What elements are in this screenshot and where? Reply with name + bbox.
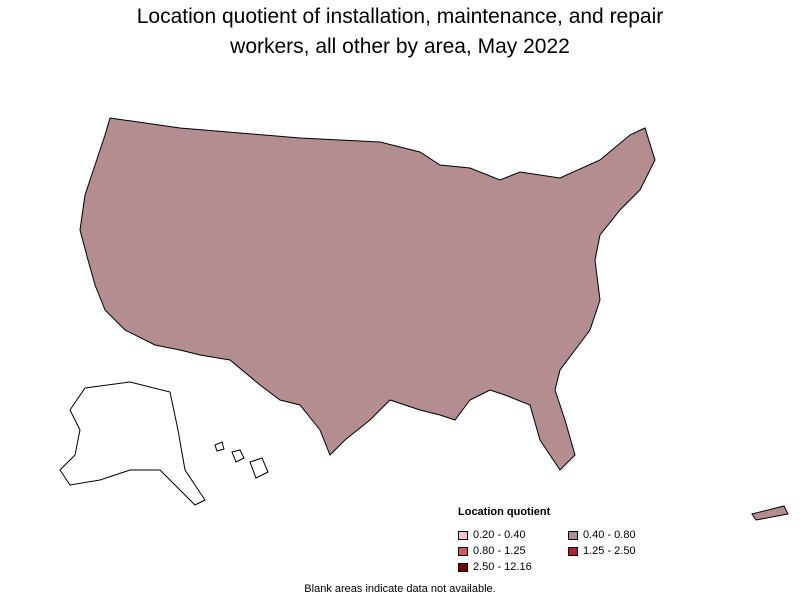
blank-areas-note: Blank areas indicate data not available. <box>304 583 496 595</box>
legend-label-5: 2.50 - 12.16 <box>473 561 532 573</box>
legend-label-4: 1.25 - 2.50 <box>583 545 636 557</box>
legend-title: Location quotient <box>458 506 551 518</box>
hawaii-islands <box>214 441 269 479</box>
map-title-line-2: workers, all other by area, May 2022 <box>230 35 570 58</box>
legend-swatch-4 <box>568 546 578 556</box>
legend: Location quotient 0.20 - 0.40 0.40 - 0.8… <box>458 506 678 574</box>
legend-swatch-1 <box>458 530 468 540</box>
legend-item-4: 1.25 - 2.50 <box>568 544 678 558</box>
alaska-region <box>59 381 206 506</box>
legend-item-5: 2.50 - 12.16 <box>458 560 568 574</box>
legend-item-3: 0.80 - 1.25 <box>458 544 568 558</box>
legend-item-1: 0.20 - 0.40 <box>458 528 568 542</box>
legend-label-1: 0.20 - 0.40 <box>473 529 526 541</box>
legend-swatch-3 <box>458 546 468 556</box>
map-title-line-1: Location quotient of installation, maint… <box>136 5 664 28</box>
contiguous-us-region <box>79 117 656 471</box>
legend-swatch-2 <box>568 530 578 540</box>
map-title: Location quotient of installation, maint… <box>0 2 800 62</box>
legend-item-2: 0.40 - 0.80 <box>568 528 678 542</box>
legend-label-2: 0.40 - 0.80 <box>583 529 636 541</box>
legend-swatch-5 <box>458 562 468 572</box>
legend-label-3: 0.80 - 1.25 <box>473 545 526 557</box>
legend-grid: 0.20 - 0.40 0.40 - 0.80 0.80 - 1.25 1.25… <box>458 528 678 574</box>
puerto-rico-region <box>751 505 789 521</box>
